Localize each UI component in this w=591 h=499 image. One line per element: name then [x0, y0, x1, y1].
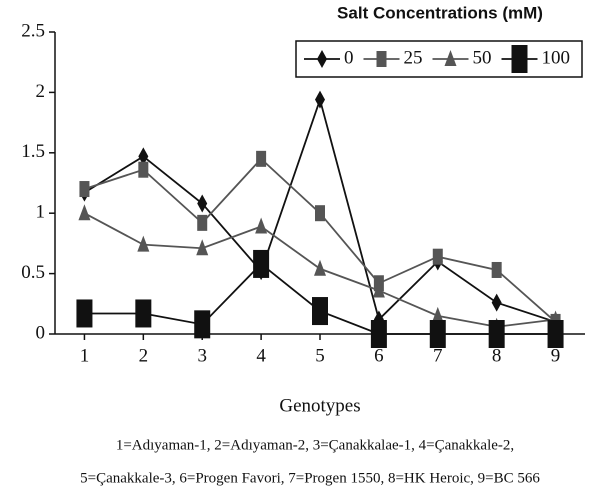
marker	[135, 299, 152, 328]
legend-label: 0	[344, 47, 354, 68]
marker	[432, 248, 443, 265]
x-axis-label: Genotypes	[279, 395, 360, 416]
legend-label: 50	[473, 47, 492, 68]
marker	[76, 299, 93, 328]
y-tick-label: 0.5	[21, 262, 45, 283]
x-tick-label: 1	[80, 345, 90, 366]
legend-label: 100	[542, 47, 571, 68]
marker	[314, 259, 326, 276]
marker	[431, 306, 444, 323]
y-tick-label: 2.5	[21, 20, 45, 41]
legend-marker	[317, 50, 327, 68]
marker	[79, 181, 90, 198]
note: 1=Adıyaman-1, 2=Adıyaman-2, 3=Çanakkalae…	[116, 437, 514, 453]
marker	[429, 320, 446, 348]
marker	[312, 297, 328, 326]
marker	[491, 293, 502, 312]
legend-label: 25	[404, 47, 423, 68]
marker	[197, 194, 208, 213]
marker	[194, 310, 211, 339]
legend-marker	[444, 50, 457, 66]
x-tick-label: 8	[492, 345, 502, 366]
marker	[372, 281, 385, 298]
marker	[197, 214, 208, 231]
x-tick-label: 7	[433, 345, 443, 366]
marker	[255, 217, 268, 234]
x-tick-label: 2	[139, 345, 149, 366]
x-tick-label: 4	[256, 345, 266, 366]
x-tick-label: 9	[551, 345, 561, 366]
marker	[138, 147, 149, 166]
marker	[137, 235, 150, 252]
y-tick-label: 2	[36, 81, 46, 102]
marker	[78, 204, 91, 221]
x-tick-label: 6	[374, 345, 384, 366]
y-tick-label: 1	[36, 202, 46, 223]
y-tick-label: 0	[36, 322, 46, 343]
marker	[488, 320, 505, 348]
marker	[547, 320, 564, 348]
legend-marker	[511, 45, 528, 73]
legend-box	[295, 40, 583, 78]
legend-title: Salt Concentrations (mM)	[337, 3, 543, 22]
marker	[315, 90, 325, 109]
marker	[256, 150, 267, 167]
x-tick-label: 5	[315, 345, 325, 366]
y-tick-label: 1.5	[21, 141, 45, 162]
note: 5=Çanakkale-3, 6=Progen Favori, 7=Progen…	[80, 470, 540, 486]
marker	[138, 161, 149, 178]
marker	[491, 261, 502, 278]
x-tick-label: 3	[197, 345, 207, 366]
marker	[370, 320, 387, 348]
marker	[196, 239, 209, 256]
legend-marker	[376, 51, 387, 67]
marker	[253, 249, 270, 278]
marker	[315, 205, 325, 222]
